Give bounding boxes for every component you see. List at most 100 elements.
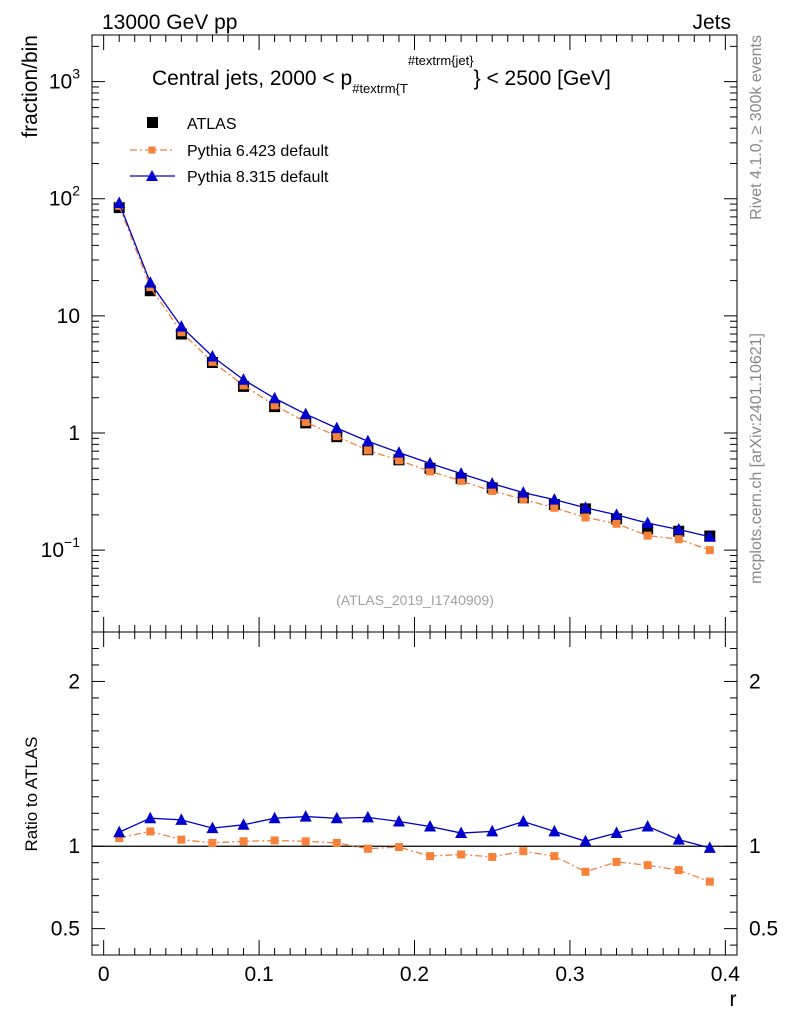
main-pythia6-point: [457, 476, 466, 485]
ratio-pythia8-point: [175, 813, 188, 825]
main-pythia8-point: [641, 516, 654, 529]
legend-label-atlas: ATLAS: [187, 116, 237, 133]
title-main: Central jets, 2000 < p: [152, 67, 352, 90]
main-y-tick-label: 1: [68, 422, 80, 445]
title-sup: #textrm{jet}: [408, 53, 474, 68]
ratio-pythia8-line: [118, 815, 710, 849]
legend-label-pythia8: Pythia 8.315 default: [187, 169, 329, 186]
ratio-pythia8-point: [392, 815, 405, 827]
x-axis-label: r: [730, 988, 737, 1011]
ratio-pythia8-point: [144, 811, 157, 824]
x-tick-label: 0: [98, 963, 110, 986]
main-pythia6-point: [332, 432, 341, 441]
rivet-label: Rivet 4.1.0, ≥ 300k events: [748, 35, 765, 220]
ratio-pythia8-point: [299, 810, 312, 822]
ratio-pythia8-point: [268, 811, 281, 824]
ratio-y-tick-label: 2: [68, 670, 80, 693]
ratio-series-layer: [113, 810, 716, 886]
legend: ATLAS Pythia 6.423 default Pythia 8.315 …: [130, 116, 329, 186]
main-pythia6-line: [118, 205, 711, 551]
main-pythia8-point: [486, 477, 499, 489]
main-pythia8-point: [144, 276, 157, 288]
main-pythia8-point: [361, 434, 374, 447]
ratio-x-ticks: 0 0.1 0.2 0.3 0.4: [98, 632, 740, 986]
main-pythia8-point: [517, 486, 530, 498]
x-tick-label: 0.2: [400, 963, 429, 986]
main-pythia8-point: [610, 508, 623, 520]
main-pythia8-point: [392, 446, 405, 458]
title-sub: #textrm{T: [352, 81, 408, 96]
main-pythia8-point: [175, 320, 188, 332]
ratio-pythia6-point: [705, 877, 714, 886]
main-pythia8-point: [206, 349, 219, 362]
main-pythia6-point: [674, 535, 683, 544]
main-y-label: fraction/bin: [19, 35, 42, 138]
ratio-pythia6-point: [115, 833, 124, 842]
ratio-y-tick-label: 0.5: [51, 918, 80, 941]
ratio-pythia8-point: [486, 824, 499, 837]
ratio-y-tick-label-right: 0.5: [749, 918, 778, 941]
main-pythia8-point: [424, 456, 437, 469]
main-pythia6-point: [612, 519, 621, 528]
ratio-pythia8-point: [113, 825, 126, 838]
ratio-pythia6-point: [146, 827, 155, 836]
main-pythia8-point: [299, 407, 312, 420]
x-tick-label: 0.3: [555, 963, 584, 986]
main-pythia6-point: [550, 503, 559, 512]
ratio-pythia6-point: [332, 838, 341, 847]
main-pythia6-point: [488, 486, 497, 495]
main-pythia6-point: [394, 456, 403, 465]
ratio-pythia6-point: [612, 857, 621, 866]
main-pythia6-point: [519, 495, 528, 504]
main-pythia6-point: [301, 418, 310, 427]
ratio-pythia8-point: [361, 810, 374, 823]
x-tick-label: 0.1: [244, 963, 273, 986]
main-pythia8-point: [113, 196, 126, 208]
analysis-watermark: (ATLAS_2019_I1740909): [336, 592, 494, 608]
main-pythia6-point: [208, 357, 217, 366]
legend-label-pythia6: Pythia 6.423 default: [187, 143, 329, 160]
main-pythia6-point: [363, 446, 372, 455]
legend-marker-atlas: [147, 117, 158, 128]
main-y-tick-label: 10−1: [41, 534, 81, 562]
ratio-pythia8-point: [517, 815, 530, 827]
header-left: 13000 GeV pp: [102, 11, 237, 34]
main-x-ticks: [103, 35, 726, 632]
ratio-pythia8-point: [610, 826, 623, 839]
main-series-layer: [113, 196, 716, 555]
main-pythia8-point: [330, 421, 343, 434]
ratio-pythia6-point: [239, 837, 248, 846]
main-y-tick-label: 102: [49, 183, 80, 211]
title-tail: } < 2500 [GeV]: [474, 67, 611, 90]
ratio-pythia8-point: [455, 826, 468, 839]
x-tick-label: 0.4: [711, 963, 741, 986]
main-y-tick-label: 103: [49, 66, 80, 94]
main-pythia8-point: [268, 391, 281, 404]
main-pythia6-point: [270, 401, 279, 410]
main-pythia6-point: [643, 531, 652, 540]
main-pythia8-point: [579, 501, 592, 513]
main-pythia8-point: [672, 523, 685, 535]
ratio-pythia8-point: [703, 841, 716, 853]
ratio-y-tick-label: 1: [68, 835, 80, 858]
ratio-pythia6-point: [177, 835, 186, 844]
header-right: Jets: [692, 11, 731, 34]
ratio-pythia6-point: [270, 836, 279, 845]
ratio-pythia6-point: [457, 850, 466, 859]
ratio-pythia6-point: [519, 847, 528, 856]
ratio-pythia8-point: [548, 824, 561, 837]
main-pythia6-point: [239, 381, 248, 390]
ratio-pythia6-point: [208, 838, 217, 847]
ratio-pythia6-point: [394, 843, 403, 852]
main-y-tick-label: 10: [57, 305, 80, 328]
main-pythia8-point: [703, 530, 716, 542]
ratio-pythia6-point: [674, 866, 683, 875]
ratio-pythia8-point: [579, 834, 592, 847]
ratio-pythia6-point: [363, 844, 372, 853]
ratio-pythia6-line: [119, 830, 711, 883]
ratio-y-tick-label-right: 2: [749, 670, 761, 693]
main-pythia8-point: [455, 467, 468, 479]
ratio-y-label: Ratio to ATLAS: [22, 737, 41, 852]
main-pythia6-point: [426, 467, 435, 476]
